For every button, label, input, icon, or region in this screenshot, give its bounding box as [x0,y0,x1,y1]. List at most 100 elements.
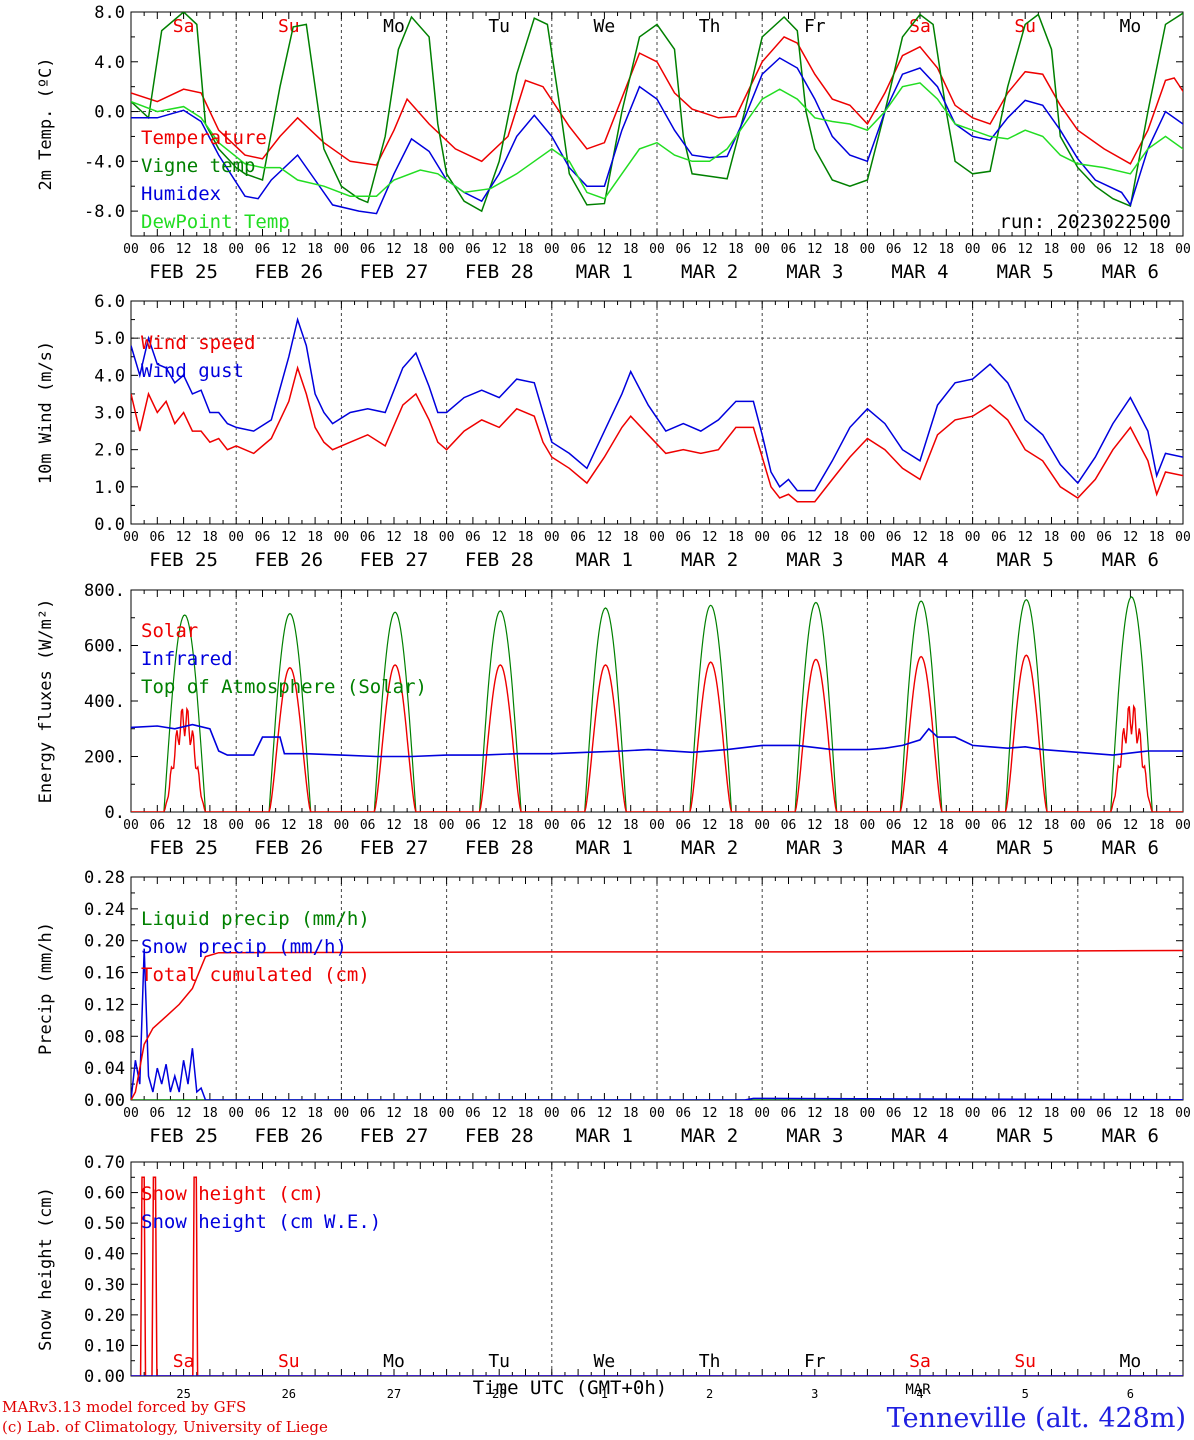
hour-label: 12 [491,242,507,257]
hour-label: 12 [491,530,507,545]
hour-label: 06 [149,242,165,257]
plot-frame [130,300,1184,525]
date-label: MAR 6 [1102,549,1159,571]
date-label: MAR 2 [681,549,738,571]
date-label: FEB 28 [465,837,534,859]
y-tick-label: 0. [105,803,125,823]
y-tick-label: 2.0 [94,441,125,461]
hour-label: 06 [570,818,586,833]
hour-label: 06 [360,530,376,545]
hour-label: 12 [702,242,718,257]
hour-label: 18 [728,1106,744,1121]
hour-label: 06 [886,242,902,257]
hour-label: 18 [623,1106,639,1121]
hour-label: 18 [938,530,954,545]
day-number: 25 [176,1387,190,1400]
y-tick-label: 0.16 [84,964,125,984]
hour-label: 12 [1123,1106,1139,1121]
date-label: FEB 27 [360,261,429,283]
hour-label: 06 [675,1106,691,1121]
meteogram: -8.0-4.00.04.08.02m Temp. (ºC)00 06 12 18 00… [36,3,1191,1400]
y-tick-label: 3.0 [94,404,125,424]
day-name: Th [699,16,721,37]
hour-label: 18 [833,1106,849,1121]
date-label: FEB 27 [360,837,429,859]
hour-label: 00 [754,1106,770,1121]
hour-label: 12 [176,1106,192,1121]
date-label: MAR 4 [891,837,948,859]
day-name: Tu [488,16,510,37]
hour-label: 12 [491,818,507,833]
hour-label: 00 [1175,818,1191,833]
hour-label: 12 [1123,530,1139,545]
y-tick-label: 0.0 [94,515,125,535]
day-name: We [594,1351,616,1372]
hour-label: 06 [991,242,1007,257]
date-label: MAR 4 [891,261,948,283]
date-label: MAR 5 [997,261,1054,283]
hour-label: 12 [176,242,192,257]
y-tick-label: 0.20 [84,932,125,952]
legend-entry: Wind gust [141,360,244,382]
hour-label: 18 [412,1106,428,1121]
date-label: FEB 27 [360,1125,429,1147]
hour-label: 18 [833,530,849,545]
hour-label: 06 [255,530,271,545]
hour-label: 00 [544,530,560,545]
hour-label: 00 [439,530,455,545]
hour-label: 12 [1017,818,1033,833]
hour-label: 06 [675,818,691,833]
hour-label: 06 [570,242,586,257]
hour-label: 18 [412,818,428,833]
hour-label: 12 [1017,242,1033,257]
hour-label: 00 [123,242,139,257]
day-number: 26 [282,1387,296,1400]
series-infrared [131,723,1183,758]
y-axis-label: Snow height (cm) [36,1187,56,1351]
day-name: We [594,16,616,37]
hour-label: 06 [570,530,586,545]
hour-label: 00 [228,242,244,257]
hour-label: 06 [360,818,376,833]
hour-label: 18 [1044,1106,1060,1121]
date-label: FEB 28 [465,1125,534,1147]
day-number: 2 [706,1387,713,1400]
hour-label: 00 [860,242,876,257]
y-axis-label: Energy fluxes (W/m²) [36,599,56,804]
hour-label: 18 [728,242,744,257]
series-snow-height-cm- [131,1176,1183,1376]
hour-label: 00 [334,818,350,833]
date-label: MAR 4 [891,549,948,571]
day-name: Sa [173,16,195,37]
hour-label: 00 [649,1106,665,1121]
date-label: MAR 5 [997,837,1054,859]
legend-entry: Snow precip (mm/h) [141,936,347,958]
date-label: FEB 25 [149,1125,218,1147]
date-label: FEB 25 [149,549,218,571]
day-name: Su [1014,1351,1036,1372]
hour-label: 18 [412,530,428,545]
hour-label: 18 [1044,530,1060,545]
date-label: MAR 1 [576,1125,633,1147]
hour-label: 12 [1123,818,1139,833]
hour-label: 18 [307,242,323,257]
legend-entry: Vigne temp [141,155,255,177]
date-label: FEB 26 [254,1125,323,1147]
date-label: MAR 4 [891,1125,948,1147]
day-name: Sa [173,1351,195,1372]
hour-label: 00 [228,1106,244,1121]
panel-precip: 0.00 0.04 0.08 0.12 0.16 0.20 0.24 0.28 Precip (… [36,868,1191,1147]
legend-entry: Temperature [141,127,267,149]
hour-label: 06 [465,1106,481,1121]
day-number: 28 [492,1387,506,1400]
hour-label: 18 [518,530,534,545]
hour-label: 18 [623,818,639,833]
day-number: 1 [601,1387,608,1400]
series-group [131,948,1183,1100]
series-humidex [131,57,1183,215]
hour-label: 12 [281,1106,297,1121]
hour-label: 00 [860,1106,876,1121]
hour-label: 00 [754,530,770,545]
hour-label: 06 [465,530,481,545]
hour-label: 12 [386,1106,402,1121]
